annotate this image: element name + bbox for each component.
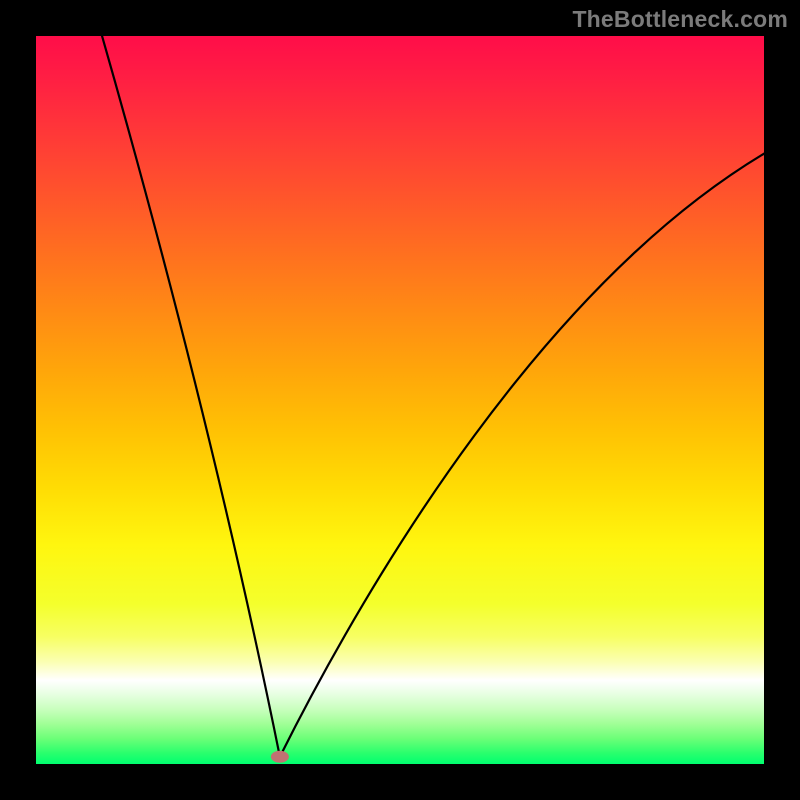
plot-svg [0,0,800,800]
watermark-text: TheBottleneck.com [572,6,788,33]
optimum-marker [271,751,289,763]
chart-canvas: TheBottleneck.com [0,0,800,800]
plot-background [36,36,764,764]
